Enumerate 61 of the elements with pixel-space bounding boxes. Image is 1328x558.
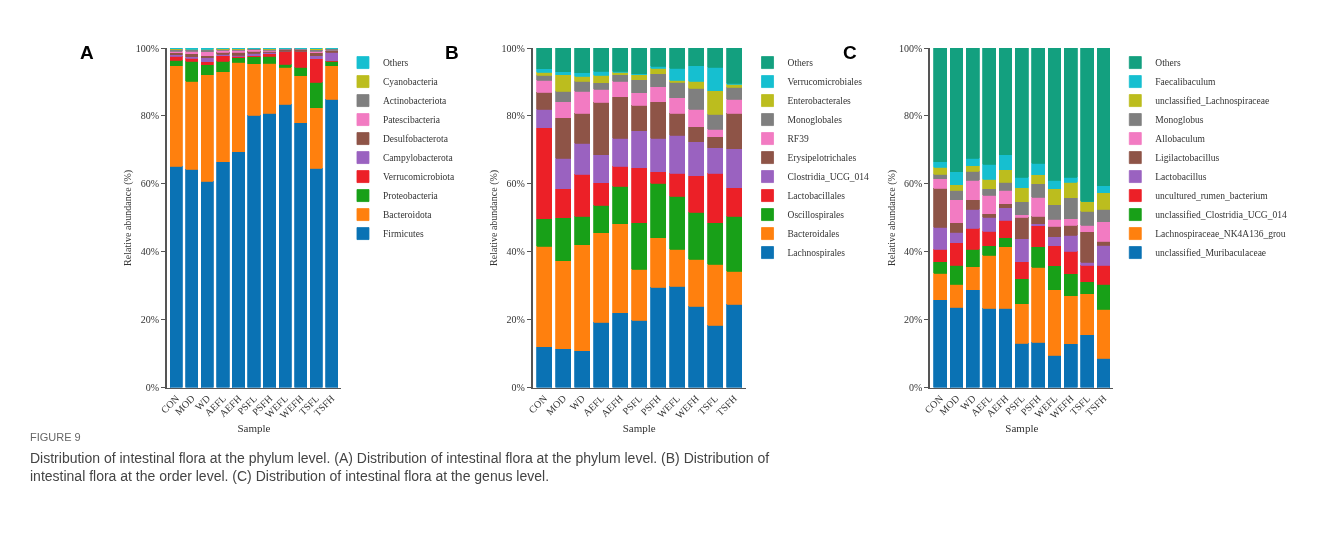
y-tick-label: 20%: [904, 314, 923, 326]
legend-label: Others: [1155, 58, 1181, 69]
legend-label: Actinobacteriota: [382, 96, 448, 107]
legend-label: unclassified_Muribaculaceae: [1155, 248, 1267, 259]
y-tick-label: 40%: [506, 246, 525, 258]
y-axis-title: Relative abundance (%): [122, 169, 135, 266]
legend-label: Lachnospiraceae_NK4A136_grou: [1155, 229, 1286, 240]
y-tick-label: 0%: [909, 382, 923, 394]
y-tick-label: 0%: [145, 382, 160, 394]
legend-label: Ligilactobacillus: [1155, 153, 1220, 164]
legend-label: uncultured_rumen_bacterium: [1155, 191, 1269, 202]
legend-label: unclassified_Clostridia_UCG_014: [1155, 210, 1287, 221]
legend-label: Lactobacillales: [787, 191, 846, 202]
x-axis-title: Sample: [1005, 421, 1039, 434]
y-tick-label: 20%: [140, 314, 160, 326]
legend-label: Erysipelotrichales: [787, 153, 857, 164]
legend-label: Others: [382, 58, 409, 69]
legend-label: Clostridia_UCG_014: [787, 172, 870, 183]
y-tick-label: 60%: [140, 178, 160, 190]
y-tick-label: 40%: [904, 246, 923, 258]
y-tick-label: 100%: [899, 42, 923, 54]
y-tick-label: 60%: [904, 178, 923, 190]
legend-label: Faecalibaculum: [1155, 77, 1217, 88]
legend-label: Allobaculum: [1155, 134, 1206, 145]
y-tick-label: 60%: [506, 178, 525, 190]
y-tick-label: 20%: [506, 314, 525, 326]
legend-label: Patescibacteria: [382, 115, 441, 126]
legend-label: Campylobacterota: [382, 153, 454, 164]
y-axis-title: Relative abundance (%): [885, 169, 898, 266]
chart-title: A: [80, 42, 94, 63]
y-tick-label: 100%: [135, 42, 160, 54]
legend-label: Oscillospirales: [787, 210, 845, 221]
legend-label: Enterobacterales: [787, 96, 852, 107]
y-tick-label: 0%: [511, 382, 525, 394]
y-tick-label: 80%: [506, 110, 525, 122]
chart-title: B: [445, 42, 459, 63]
legend-label: Verrucomicrobiales: [787, 77, 863, 88]
text: Distribution of intestinal flora at the phylum level. (A) Distribution of intestinal flora at the phylum level. (B) Distribution of intestinal flora at the order level. (C) Distribution of intestinal flora at the genus level.: [30, 450, 770, 485]
x-axis-title: Sample: [237, 421, 271, 434]
y-tick-label: 100%: [501, 42, 525, 54]
chart-title: C: [843, 42, 857, 63]
legend-label: RF39: [787, 134, 809, 145]
legend-label: Bacteroidales: [787, 229, 840, 240]
legend-label: Firmicutes: [382, 229, 424, 240]
legend-label: Others: [787, 58, 814, 69]
y-tick-label: 80%: [140, 110, 160, 122]
legend-label: Lachnospirales: [787, 248, 846, 259]
legend-label: Lactobacillus: [1155, 172, 1207, 183]
legend-label: Verrucomicrobiota: [382, 172, 455, 183]
y-tick-label: 80%: [904, 110, 923, 122]
caption: FIGURE 9: [30, 431, 81, 443]
legend-label: Monoglobales: [787, 115, 843, 126]
y-tick-label: 40%: [140, 246, 160, 258]
x-axis-title: Sample: [622, 421, 656, 434]
legend-label: Proteobacteria: [382, 191, 439, 202]
legend-label: Desulfobacterota: [382, 134, 449, 145]
y-axis-title: Relative abundance (%): [487, 169, 500, 266]
legend-label: Bacteroidota: [382, 210, 433, 221]
legend-label: unclassified_Lachnospiraceae: [1155, 96, 1270, 107]
legend-label: Monoglobus: [1155, 115, 1204, 126]
legend-label: Cyanobacteria: [382, 77, 439, 88]
